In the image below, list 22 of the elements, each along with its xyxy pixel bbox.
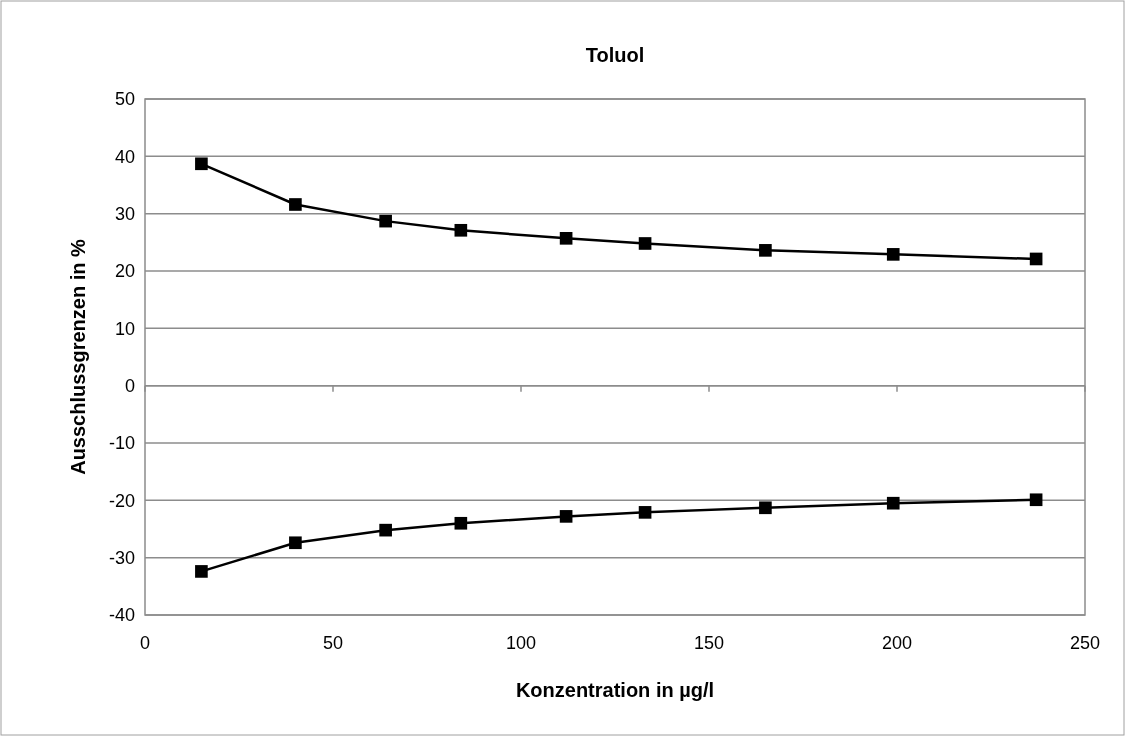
y-axis-title: Ausschlussgrenzen in % — [67, 238, 89, 475]
y-tick-label: -20 — [108, 490, 135, 511]
chart-title: Toluol — [585, 44, 645, 66]
x-tick-label: 150 — [693, 633, 725, 653]
x-axis-title: Konzentration in µg/l — [515, 679, 715, 701]
y-tick-label: 50 — [114, 89, 135, 110]
y-tick-label: 40 — [114, 146, 135, 167]
x-tick-label: 0 — [139, 633, 151, 653]
y-tick-label: -40 — [108, 605, 135, 626]
y-tick-label: 10 — [114, 318, 135, 339]
x-tick-label: 100 — [505, 633, 537, 653]
x-tick-label: 50 — [322, 633, 344, 653]
point — [195, 565, 208, 578]
y-tick-label: 30 — [114, 203, 135, 224]
point — [195, 157, 208, 171]
y-tick-label: 20 — [114, 261, 135, 282]
point — [1029, 493, 1043, 507]
y-tick-label: 0 — [124, 375, 135, 396]
x-tick-label: 250 — [1069, 633, 1101, 653]
y-tick-label: -30 — [108, 547, 135, 568]
x-tick-label: 200 — [881, 633, 913, 653]
y-tick-label: -10 — [108, 433, 135, 454]
